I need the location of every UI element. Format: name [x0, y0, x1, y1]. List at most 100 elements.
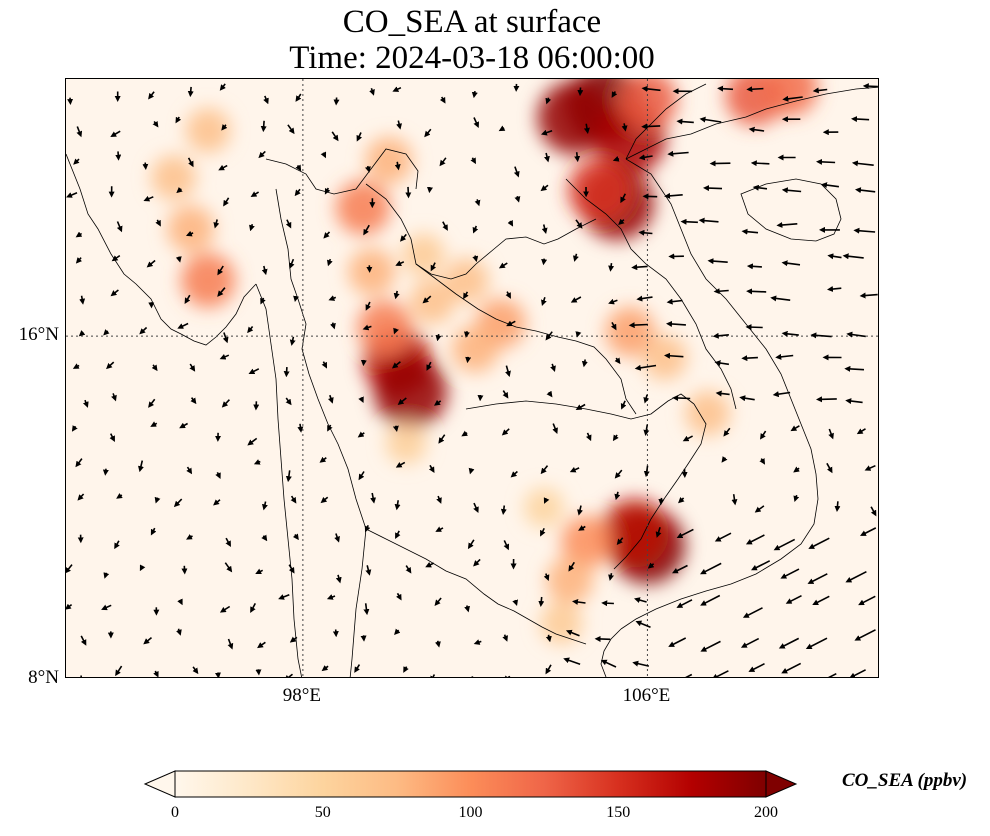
wind-arrow: [213, 219, 220, 229]
wind-arrow: [247, 325, 254, 334]
wind-arrow: [288, 564, 295, 574]
wind-arrow: [358, 471, 365, 481]
wind-arrow: [295, 164, 302, 172]
lat-tick-label: 16°N: [18, 324, 59, 346]
wind-arrow: [364, 524, 371, 533]
wind-arrow: [176, 186, 183, 194]
wind-arrow: [667, 150, 689, 157]
plume-30: [540, 602, 583, 645]
wind-arrow: [647, 562, 655, 569]
wind-arrow: [461, 430, 468, 437]
wind-arrow: [320, 151, 327, 159]
wind-arrow: [287, 124, 295, 135]
colorbar-tick-label: 150: [606, 804, 631, 821]
wind-arrow: [563, 657, 581, 665]
wind-arrow: [545, 331, 553, 341]
wind-arrow: [247, 437, 258, 446]
wind-arrow: [505, 365, 511, 378]
wind-arrow: [283, 673, 293, 677]
wind-arrow: [260, 297, 266, 305]
wind-arrow: [601, 600, 614, 607]
wind-arrow: [320, 496, 329, 504]
wind-arrow: [636, 295, 653, 302]
wind-arrow: [574, 152, 581, 163]
wind-arrow: [260, 120, 267, 133]
wind-arrow: [610, 322, 617, 331]
wind-arrow: [187, 86, 194, 98]
wind-arrow: [73, 158, 80, 165]
colorbar-title: CO_SEA (ppbv): [842, 770, 968, 791]
wind-arrow: [394, 500, 401, 511]
wind-arrow: [759, 458, 766, 465]
wind-arrow: [793, 466, 800, 473]
wind-arrow: [631, 264, 648, 271]
colorbar-tick-label: 50: [314, 804, 331, 821]
wind-arrow: [545, 97, 552, 105]
wind-arrow: [608, 573, 615, 581]
wind-arrow: [714, 532, 732, 542]
coastline-gulf-of-thailand: [365, 528, 587, 645]
wind-arrow: [435, 526, 444, 532]
wind-arrow: [439, 96, 446, 104]
wind-arrow: [541, 224, 548, 235]
wind-arrow: [324, 187, 331, 195]
wind-arrow: [146, 259, 156, 268]
wind-arrow: [139, 326, 148, 335]
wind-arrow: [179, 422, 188, 429]
wind-arrow: [600, 659, 617, 668]
wind-arrow: [473, 502, 479, 514]
wind-arrow: [109, 433, 115, 442]
wind-arrow: [616, 537, 624, 546]
wind-arrow: [294, 188, 301, 197]
wind-arrow: [666, 320, 686, 327]
wind-arrow: [614, 491, 621, 501]
concentration-field: [151, 79, 818, 645]
wind-arrow: [395, 530, 401, 539]
wind-arrow: [776, 221, 798, 228]
wind-arrow: [641, 85, 661, 92]
wind-arrow: [628, 322, 648, 329]
wind-arrow: [846, 331, 866, 338]
wind-arrow: [433, 399, 442, 406]
wind-arrow: [545, 664, 552, 675]
wind-arrow: [575, 331, 582, 338]
wind-arrow: [781, 260, 801, 267]
wind-arrow: [248, 368, 260, 375]
wind-arrow: [370, 492, 377, 504]
wind-arrow: [110, 289, 119, 297]
wind-arrow: [334, 533, 340, 543]
plume-27: [600, 498, 669, 568]
wind-arrow: [805, 637, 828, 650]
wind-arrow: [746, 86, 764, 93]
plume-32: [385, 422, 427, 464]
wind-arrow: [465, 356, 472, 364]
colorbar-tick-label: 200: [754, 804, 778, 821]
wind-arrow: [570, 296, 582, 303]
wind-arrow: [816, 396, 837, 403]
wind-arrow: [572, 599, 586, 605]
wind-arrow: [855, 187, 876, 194]
wind-arrow: [403, 666, 409, 673]
wind-arrow: [354, 664, 361, 673]
wind-arrow: [101, 604, 112, 611]
wind-arrow: [75, 257, 83, 264]
wind-arrow: [745, 324, 763, 331]
wind-arrow: [439, 157, 447, 167]
wind-arrow: [257, 641, 266, 649]
wind-arrow: [741, 228, 759, 235]
border-laos-north: [365, 183, 597, 280]
wind-arrow: [319, 456, 327, 463]
wind-arrow: [435, 333, 442, 342]
plume-1: [537, 80, 612, 155]
wind-arrow: [785, 594, 802, 604]
wind-arrow: [540, 184, 549, 192]
wind-arrow: [778, 637, 800, 649]
wind-arrow: [327, 394, 334, 404]
wind-arrow: [263, 95, 269, 105]
wind-arrow: [116, 221, 123, 233]
wind-arrow: [474, 199, 481, 207]
wind-arrow: [103, 329, 110, 336]
coastline-vietnam-east: [620, 158, 819, 630]
wind-arrow: [219, 353, 230, 360]
wind-arrow: [773, 538, 796, 551]
